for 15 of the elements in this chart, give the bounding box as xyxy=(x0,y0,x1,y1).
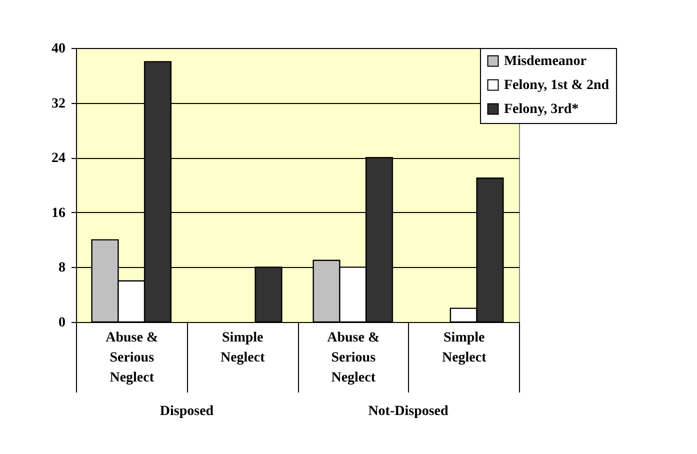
text: Disposed xyxy=(160,404,214,419)
y-tick-label: 0 xyxy=(58,316,66,330)
y-tick-label: 16 xyxy=(52,206,66,221)
y-tick-label: 32 xyxy=(52,96,66,112)
text: Not-Disposed xyxy=(368,404,449,419)
x-tick-label: Simple Neglect xyxy=(220,330,266,366)
legend-label: Misdemeanor xyxy=(504,54,586,69)
x-tick-label: Abuse & Serious Neglect xyxy=(106,330,158,386)
x-tick-label: Abuse & Serious Neglect xyxy=(327,330,380,386)
y-tick-label: 24 xyxy=(52,151,66,166)
legend-label: Felony, 3rd* xyxy=(504,102,579,117)
legend-label: Felony, 1st & 2nd xyxy=(504,78,610,93)
y-tick-label: 8 xyxy=(58,260,66,276)
y-tick-label: 40 xyxy=(52,42,66,56)
x-tick-label: Simple Neglect xyxy=(442,330,487,366)
